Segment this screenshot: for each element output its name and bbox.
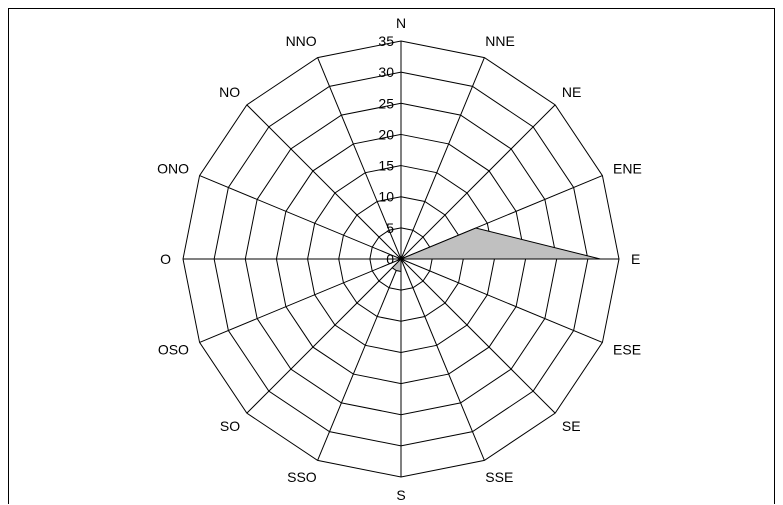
spoke [246,258,402,414]
spoke [400,258,485,461]
category-label: SSE [485,469,513,485]
tick-label: 5 [386,220,394,236]
category-label: OSO [158,341,189,357]
category-label: ENE [613,161,642,177]
spoke [400,258,603,343]
category-label: SSO [287,469,317,485]
spoke [199,175,402,260]
category-label: ESE [613,341,641,357]
category-label: S [396,487,405,503]
category-label: E [631,251,640,267]
category-label: NNO [286,33,317,49]
tick-label: 20 [378,126,394,142]
spoke [400,57,485,260]
data-series-area [263,227,601,273]
tick-label: 10 [378,189,394,205]
category-label: SE [562,418,581,434]
spoke [400,104,556,260]
tick-label: 15 [378,158,394,174]
tick-label: 25 [378,95,394,111]
spoke [400,258,556,414]
chart-frame: 0 5 10 15 20 25 30 35 N NNE NE ENE E ESE SE SSE S SSO SO OS… [8,8,775,504]
category-label: O [160,251,171,267]
category-label: NE [562,84,581,100]
tick-label: 30 [378,64,394,80]
tick-label: 35 [378,33,394,49]
tick-label: 0 [386,251,394,267]
spoke [317,57,402,260]
category-label: NNE [485,33,515,49]
category-label: ONO [157,161,189,177]
spoke [317,258,402,461]
category-label: NO [219,84,240,100]
radar-chart: 0 5 10 15 20 25 30 35N NNE NE ENE E ESE SE SSE S SSO SO OS… [157,15,642,503]
category-label: N [396,15,406,31]
category-label: SO [220,418,240,434]
spoke [246,104,402,260]
spoke [199,258,402,343]
